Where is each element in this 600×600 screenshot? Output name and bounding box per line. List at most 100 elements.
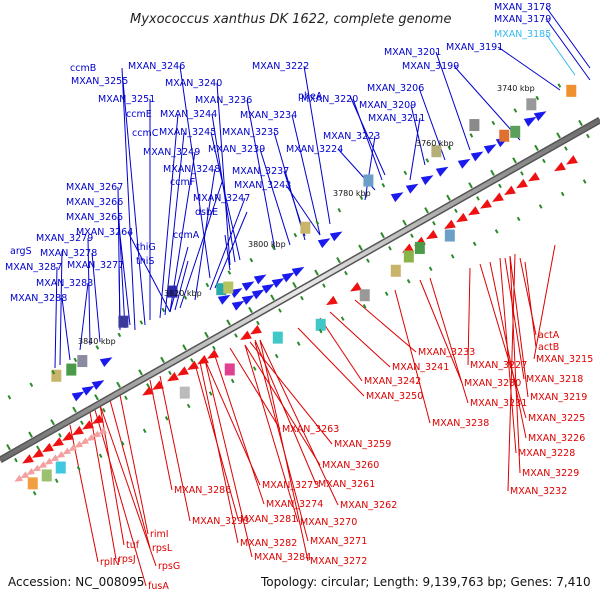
- reverse-connector-line: [329, 311, 391, 368]
- reverse-connector-line: [509, 255, 521, 474]
- reverse-connector-line: [533, 244, 556, 360]
- reverse-gene-label: rpsJ: [118, 554, 136, 565]
- scale-label: 3760 kbp: [416, 139, 454, 148]
- reverse-connector-line: [119, 394, 149, 535]
- topology-label: Topology: circular; Length: 9,139,763 bp…: [260, 575, 591, 589]
- reverse-gene-arrow: [240, 330, 252, 341]
- forward-gene-label: MXAN_3237: [232, 166, 289, 177]
- reverse-connector-line: [229, 347, 281, 430]
- reverse-gene-arrow: [456, 212, 468, 223]
- reverse-gene-arrow: [72, 425, 84, 436]
- scale-tick: [432, 221, 436, 226]
- forward-gene-arrow: [405, 183, 419, 194]
- reverse-connector-line: [259, 339, 309, 562]
- forward-gene-arrow: [261, 283, 275, 294]
- scale-tick: [186, 403, 191, 409]
- scale-label: 3820 kbp: [164, 289, 202, 298]
- scale-tick: [381, 183, 386, 188]
- scale-tick: [183, 295, 188, 300]
- reverse-gene-arrow: [554, 161, 566, 172]
- scale-tick: [336, 256, 341, 264]
- scale-tick: [142, 428, 147, 434]
- reverse-connector-line: [429, 277, 469, 404]
- reverse-gene-arrow: [26, 467, 36, 475]
- forward-connector-line: [209, 197, 246, 291]
- scale-tick: [230, 378, 235, 384]
- gene-block: [431, 145, 442, 158]
- reverse-gene-label: MXAN_3260: [322, 460, 379, 471]
- forward-gene-arrow: [483, 144, 497, 155]
- reverse-gene-label: rplN: [100, 557, 120, 568]
- reverse-gene-label: MXAN_3293: [192, 516, 249, 527]
- reverse-track-features: [14, 155, 578, 482]
- scale-tick: [560, 191, 565, 197]
- forward-gene-label: MXAN_3239: [208, 144, 265, 155]
- scale-tick: [447, 145, 452, 151]
- reverse-gene-label: rpsG: [158, 561, 180, 572]
- reverse-gene-label: MXAN_3233: [418, 347, 475, 358]
- forward-gene-label: MXAN_3206: [367, 83, 424, 94]
- reverse-connector-line: [99, 404, 157, 567]
- scale-tick: [116, 381, 121, 388]
- reverse-gene-arrow: [516, 178, 528, 189]
- scale-tick: [160, 356, 165, 363]
- scale-tick: [161, 307, 166, 313]
- forward-gene-label: MXAN_3247: [193, 193, 250, 204]
- scale-tick: [450, 254, 455, 259]
- forward-gene-label: MXAN_3201: [384, 47, 441, 58]
- scale-tick: [454, 208, 458, 214]
- reverse-connector-line: [159, 375, 191, 522]
- gene-block: [444, 229, 455, 242]
- forward-gene-arrow: [217, 294, 231, 305]
- reverse-gene-label: MXAN_3281: [240, 514, 297, 525]
- scale-labels: 3740 kbp 3760 kbp 3780 kbp 3800 kbp 3820 kbp…: [78, 84, 535, 346]
- gene-block: [179, 386, 190, 399]
- reverse-gene-label: actB: [538, 342, 559, 353]
- forward-gene-label: MXAN_3179: [494, 14, 551, 25]
- forward-gene-arrow: [241, 281, 255, 292]
- reverse-gene-label: MXAN_3226: [528, 433, 585, 444]
- reverse-gene-label: MXAN_3263: [282, 424, 339, 435]
- scale-tick: [512, 157, 517, 164]
- forward-gene-arrow: [251, 289, 265, 300]
- forward-connector-line: [435, 51, 471, 151]
- scale-tick: [446, 194, 451, 201]
- scale-tick: [249, 257, 254, 263]
- scale-tick: [102, 408, 106, 413]
- forward-gene-arrow: [91, 380, 105, 391]
- scale-tick: [168, 370, 172, 376]
- reverse-gene-label: MXAN_3219: [530, 392, 587, 403]
- reverse-connector-line: [214, 355, 265, 505]
- forward-gene-arrow: [420, 175, 434, 186]
- scale-tick: [190, 358, 194, 363]
- gene-block: [55, 461, 66, 474]
- forward-gene-arrow: [435, 166, 449, 177]
- scale-tick: [208, 391, 213, 396]
- forward-connector-line: [545, 33, 576, 76]
- scale-tick: [73, 357, 78, 363]
- scale-tick: [498, 183, 502, 189]
- scale-tick: [204, 331, 209, 339]
- reverse-gene-label: MXAN_3227: [470, 360, 527, 371]
- forward-gene-arrow: [457, 158, 471, 169]
- reverse-gene-label: MXAN_3218: [526, 374, 583, 385]
- reverse-gene-arrow: [92, 430, 102, 438]
- reverse-connector-line: [509, 255, 529, 398]
- scale-tick: [50, 419, 55, 426]
- forward-connector-line: [117, 216, 131, 326]
- accession-label: Accession: NC_008095: [8, 575, 144, 589]
- gene-block: [66, 363, 77, 376]
- reverse-gene-label: MXAN_3231: [470, 398, 527, 409]
- forward-gene-label: MXAN_3236: [195, 95, 252, 106]
- reverse-connector-line: [479, 263, 527, 419]
- scale-tick: [29, 382, 34, 387]
- scale-tick: [252, 366, 257, 371]
- scale-tick: [410, 233, 414, 238]
- reverse-gene-label: rimI: [150, 529, 169, 540]
- reverse-gene-arrow: [74, 440, 84, 448]
- forward-track-features: [27, 84, 577, 490]
- scale-tick: [300, 295, 304, 301]
- scale-tick: [164, 416, 169, 421]
- gene-block: [300, 221, 311, 234]
